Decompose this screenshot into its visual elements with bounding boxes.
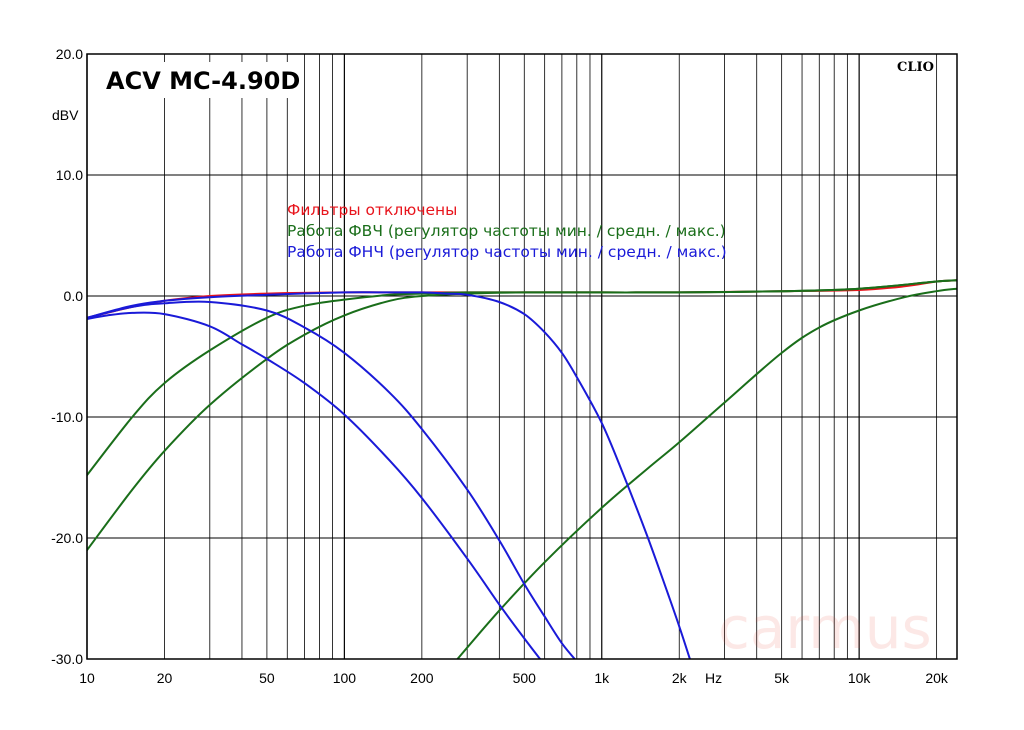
y-axis-label: dBV — [52, 107, 79, 123]
plot-frame — [86, 53, 958, 660]
x-tick-label: 500 — [513, 670, 537, 686]
brand-label: CLIO — [897, 60, 934, 75]
y-tick-label: -30.0 — [51, 651, 83, 667]
y-tick-label: -20.0 — [51, 530, 83, 546]
series-line-6 — [87, 311, 542, 659]
x-tick-label: 20k — [925, 670, 949, 686]
series-line-3 — [456, 287, 957, 659]
legend-entry-lpf: Работа ФНЧ (регулятор частоты мин. / сре… — [287, 243, 727, 261]
x-axis-label: Hz — [705, 670, 722, 686]
x-tick-label: 5k — [774, 670, 790, 686]
y-tick-labels: 20.0 10.0 0.0 -10.0 -20.0 -30.0 — [51, 46, 83, 667]
x-tick-labels: 10 20 50 100 200 500 1k 2k 5k 10k 20k — [79, 670, 949, 686]
watermark-logo: carmus — [718, 594, 932, 662]
x-tick-label: 100 — [333, 670, 357, 686]
x-tick-label: 10 — [79, 670, 95, 686]
series-line-4 — [87, 291, 691, 659]
x-tick-label: 1k — [594, 670, 610, 686]
y-tick-label: 20.0 — [56, 46, 83, 62]
chart-title: ACV MC-4.90D — [106, 67, 300, 95]
y-tick-label: 0.0 — [64, 288, 84, 304]
legend-entry-hpf: Работа ФВЧ (регулятор частоты мин. / сре… — [287, 222, 726, 240]
x-tick-label: 50 — [259, 670, 275, 686]
legend: Фильтры отключены Работа ФВЧ (регулятор … — [287, 201, 727, 261]
plot-area — [87, 54, 957, 659]
x-tick-label: 20 — [157, 670, 173, 686]
y-tick-label: -10.0 — [51, 409, 83, 425]
series-line-2 — [87, 279, 957, 552]
x-tick-label: 10k — [848, 670, 872, 686]
x-tick-label: 200 — [410, 670, 434, 686]
x-tick-label: 2k — [672, 670, 688, 686]
legend-entry-off: Фильтры отключены — [287, 201, 457, 219]
title-background — [100, 62, 300, 98]
series-line-5 — [87, 300, 577, 659]
y-tick-label: 10.0 — [56, 167, 83, 183]
curves — [87, 279, 957, 659]
grid — [86, 53, 957, 660]
